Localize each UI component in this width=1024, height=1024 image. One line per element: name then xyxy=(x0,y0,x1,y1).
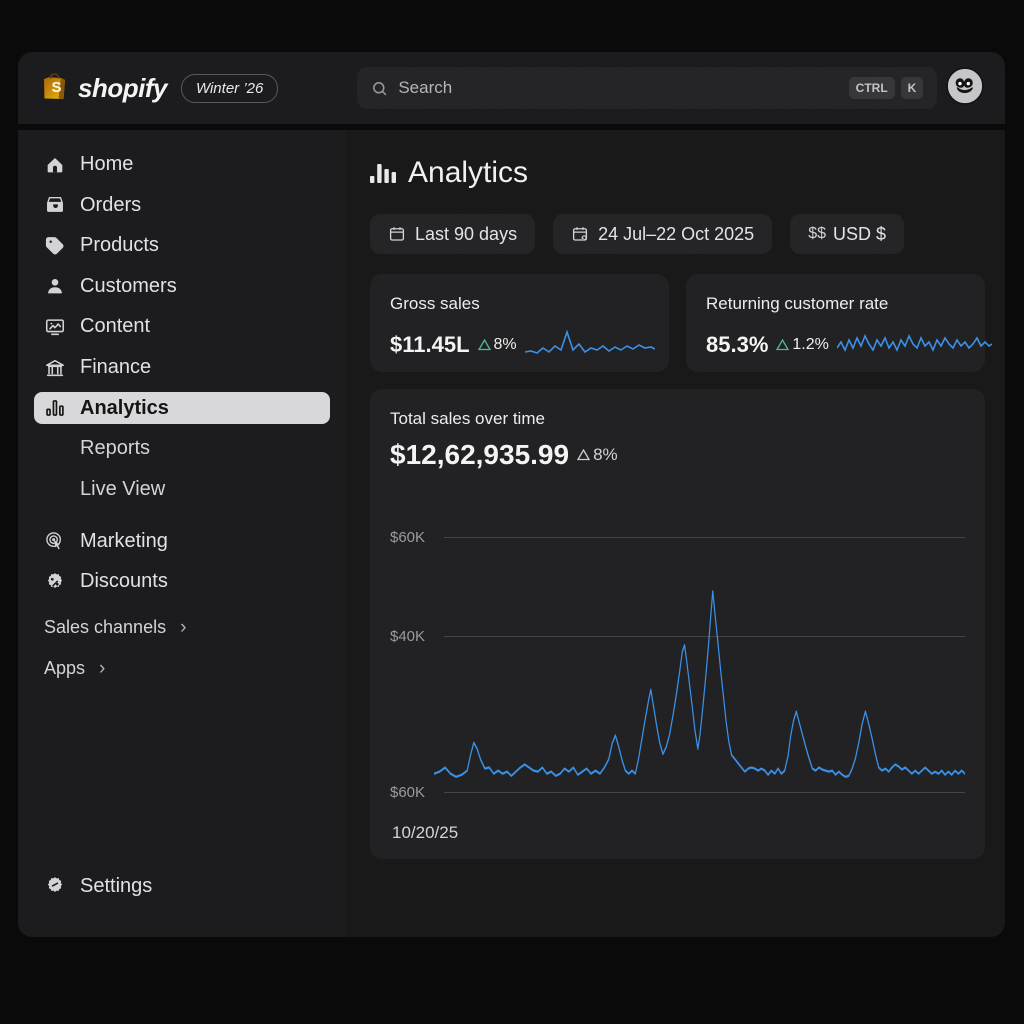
svg-text:S: S xyxy=(52,79,62,96)
